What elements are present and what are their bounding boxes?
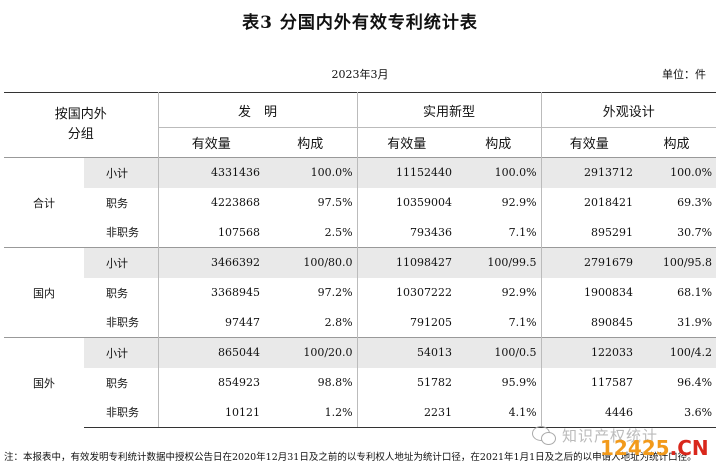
group-header: 按国内外 分组 — [4, 93, 158, 158]
logo-number: 12425 — [600, 436, 670, 460]
logo-suffix: .CN — [669, 436, 709, 460]
row-label: 小计 — [84, 157, 159, 188]
group-name: 国内 — [4, 247, 84, 338]
table-title: 表3 分国内外有效专利统计表 — [242, 13, 478, 33]
row-label: 职务 — [106, 196, 128, 210]
design-share-cell: 100/95.8 — [637, 247, 717, 278]
site-logo: 12425.CN — [600, 436, 709, 460]
table-row: 非职务 10121 1.2% 2231 4.1% 4446 3.6% — [4, 397, 717, 428]
utility-share-cell: 7.1% — [508, 225, 537, 239]
design-count-cell: 895291 — [540, 217, 638, 248]
invention-share-cell: 100/20.0 — [264, 337, 358, 368]
group-header-line1: 按国内外 — [54, 107, 107, 122]
design-share-cell: 96.4% — [677, 376, 713, 389]
invention-count-cell: 3466392 — [157, 247, 265, 278]
design-count-cell: 1900834 — [540, 277, 638, 308]
design-count-header: 有效量 — [540, 127, 638, 158]
utility-count-header: 有效量 — [356, 127, 457, 158]
design-count-cell: 890845 — [540, 307, 638, 338]
design-count-cell: 4446 — [540, 397, 638, 428]
footnote: 注：本报表中，有效发明专利统计数据中授权公告日在2020年12月31日及之前的以… — [4, 452, 697, 463]
design-share-cell: 100/4.2 — [637, 337, 717, 368]
invention-share-cell: 98.8% — [317, 376, 353, 389]
invention-share-cell: 1.2% — [264, 397, 358, 428]
utility-share-cell: 4.1% — [456, 397, 542, 428]
invention-share-header: 构成 — [264, 127, 358, 158]
utility-share-cell: 92.9% — [501, 196, 537, 209]
utility-count-cell: 51782 — [356, 367, 457, 398]
utility-count-cell: 10359004 — [356, 187, 457, 218]
invention-share-cell: 100/80.0 — [264, 247, 358, 278]
design-share-cell: 69.3% — [677, 196, 713, 209]
design-header: 外观设计 — [540, 92, 717, 128]
utility-count-cell: 793436 — [356, 217, 457, 248]
utility-share-cell: 100.0% — [456, 157, 542, 188]
utility-share-cell: 100/99.5 — [456, 247, 542, 278]
invention-count-header: 有效量 — [157, 127, 265, 158]
utility-share-cell: 7.1% — [508, 315, 537, 329]
patent-stats-table: 按国内外 分组 发 明 实用新型 外观设计 有效量 构成 有效量 构成 有效量 … — [4, 92, 717, 428]
design-count-cell: 2018421 — [540, 187, 638, 218]
utility-count-cell: 11098427 — [356, 247, 457, 278]
invention-share-cell: 97.5% — [317, 196, 353, 209]
utility-count-cell: 11152440 — [356, 157, 457, 188]
invention-share-cell: 100.0% — [264, 157, 358, 188]
design-count-cell: 2791679 — [540, 247, 638, 278]
row-label: 职务 — [106, 376, 128, 390]
design-share-cell: 3.6% — [637, 397, 717, 428]
invention-share-cell: 2.8% — [324, 315, 353, 329]
table-row: 非职务 107568 2.5% 793436 7.1% 895291 30.7% — [4, 217, 716, 248]
wechat-icon — [532, 424, 558, 446]
row-label: 非职务 — [106, 316, 139, 330]
unit-label: 单位：件 — [662, 68, 706, 81]
report-date: 2023年3月 — [331, 68, 389, 81]
design-share-cell: 30.7% — [677, 225, 713, 239]
design-count-cell: 2913712 — [540, 157, 638, 188]
design-count-cell: 122033 — [540, 337, 638, 368]
utility-share-header: 构成 — [456, 127, 542, 158]
invention-count-cell: 10121 — [157, 397, 265, 428]
table-row: 非职务 97447 2.8% 791205 7.1% 890845 31.9% — [4, 307, 716, 338]
utility-count-cell: 2231 — [356, 397, 457, 428]
design-share-cell: 68.1% — [677, 286, 713, 299]
utility-count-cell: 791205 — [356, 307, 457, 338]
invention-share-cell: 2.5% — [324, 225, 353, 239]
row-label: 职务 — [106, 286, 128, 300]
table-row: 职务 854923 98.8% 51782 95.9% 117587 96.4% — [4, 367, 716, 398]
row-label: 非职务 — [106, 226, 139, 240]
utility-count-cell: 10307222 — [356, 277, 457, 308]
utility-share-cell: 92.9% — [501, 286, 537, 299]
utility-share-cell: 95.9% — [501, 376, 537, 389]
utility-share-cell: 100/0.5 — [456, 337, 542, 368]
table-row: 国外 小计 865044 100/20.0 54013 100/0.5 122033 100/… — [4, 337, 717, 428]
invention-count-cell: 107568 — [157, 217, 265, 248]
watermark: 知识产权统计 — [532, 424, 658, 446]
utility-header: 实用新型 — [356, 92, 542, 128]
table-row: 国内 小计 3466392 100/80.0 11098427 100/99.5 27916… — [4, 247, 717, 338]
invention-share-cell: 97.2% — [317, 286, 353, 299]
invention-header: 发 明 — [157, 92, 358, 128]
utility-count-cell: 54013 — [356, 337, 457, 368]
design-share-header: 构成 — [637, 127, 717, 158]
invention-count-cell: 865044 — [157, 337, 265, 368]
group-name: 合计 — [4, 157, 84, 248]
table-row: 职务 3368945 97.2% 10307222 92.9% 1900834 68.1% — [4, 277, 716, 308]
row-label: 小计 — [84, 337, 159, 368]
table-row: 职务 4223868 97.5% 10359004 92.9% 2018421 69.3% — [4, 187, 716, 218]
group-header-line2: 分组 — [67, 127, 94, 142]
design-count-cell: 117587 — [540, 367, 638, 398]
table-body: 合计 小计 4331436 100.0% 11152440 100.0% 2913712 10… — [4, 157, 717, 428]
row-label: 小计 — [84, 247, 159, 278]
table-row: 合计 小计 4331436 100.0% 11152440 100.0% 2913712 10… — [4, 157, 717, 248]
invention-count-cell: 854923 — [157, 367, 265, 398]
group-name: 国外 — [4, 337, 84, 428]
invention-count-cell: 97447 — [157, 307, 265, 338]
invention-count-cell: 4331436 — [157, 157, 265, 188]
row-label: 非职务 — [84, 397, 159, 428]
invention-count-cell: 3368945 — [157, 277, 265, 308]
design-share-cell: 31.9% — [677, 315, 713, 329]
design-share-cell: 100.0% — [637, 157, 717, 188]
watermark-text: 知识产权统计 — [562, 426, 659, 445]
invention-count-cell: 4223868 — [157, 187, 265, 218]
